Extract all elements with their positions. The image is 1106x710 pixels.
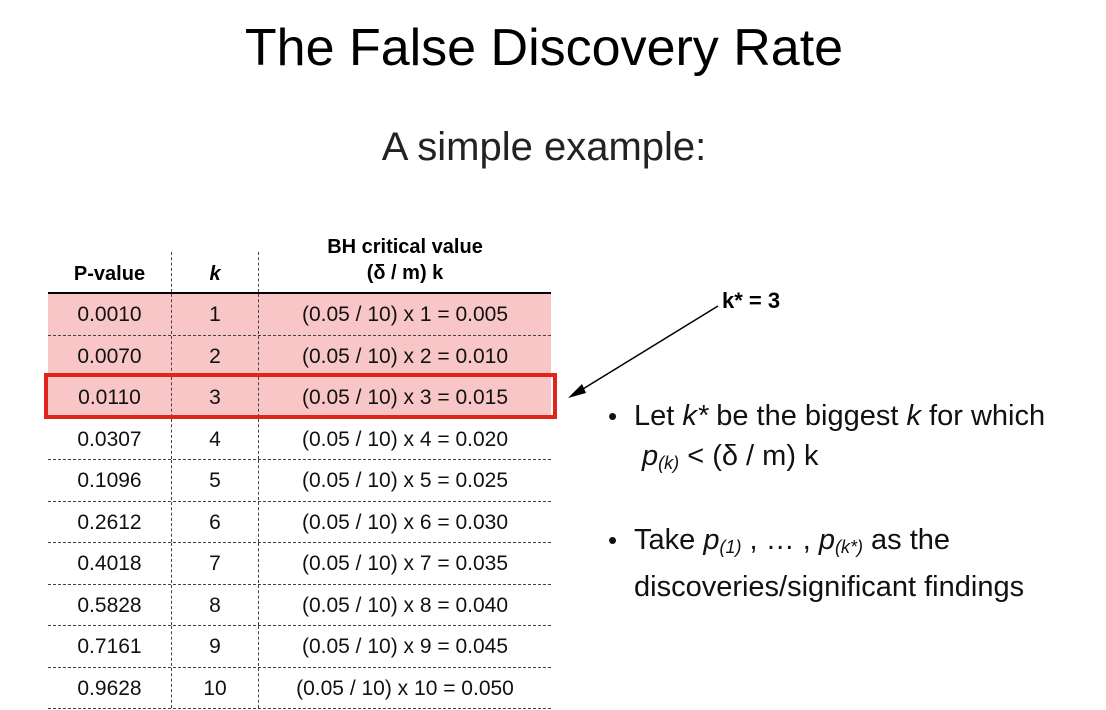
bh-value-cell: (0.05 / 10) x 7 = 0.035 [301,552,509,575]
bh-value-cell: (0.05 / 10) x 1 = 0.005 [301,303,509,326]
header-bh-line2: (δ / m) k [366,262,444,284]
table-row: 0.4018 7 (0.05 / 10) x 7 = 0.035 [48,543,551,585]
bh-table: P-value k BH critical value (δ / m) k 0.… [48,228,551,709]
bullet-text: k* [682,400,709,432]
table-body: 0.0010 1 (0.05 / 10) x 1 = 0.005 0.0070 2 (0.… [48,292,551,709]
table-row: 0.0307 4 (0.05 / 10) x 4 = 0.020 [48,418,551,460]
bullet-text: discoveries/significant findings [634,571,1025,603]
header-divider [258,252,259,292]
k-cell: 2 [172,335,259,376]
bullet-dot-icon: • [608,525,618,555]
bullet-text: Take [634,524,704,556]
pvalue-cell: 0.0010 [48,294,172,334]
bullet-text: k [906,400,922,432]
bullet-text: for which [921,400,1046,432]
bh-value-cell: (0.05 / 10) x 5 = 0.025 [301,469,509,492]
pvalue-cell: 0.0110 [48,377,172,417]
header-k: k [209,263,221,285]
pvalue-cell: 0.7161 [48,626,172,666]
bullet-text: Let [634,400,683,432]
bullet-text: be the biggest [708,400,907,432]
table-header: P-value k BH critical value (δ / m) k [48,228,551,292]
bullet-dot-icon: • [608,401,618,431]
bullet-text: p [642,440,659,472]
bullet-text: p [818,524,835,556]
k-cell: 7 [172,543,259,583]
bullet-text: , … , [741,524,819,556]
bullet-text: as the [862,524,951,556]
k-cell: 10 [172,667,259,708]
bullet-text: (k*) [834,537,863,557]
pvalue-cell: 0.9628 [48,667,172,708]
k-cell: 6 [172,501,259,542]
bh-value-cell: (0.05 / 10) x 9 = 0.045 [301,635,509,658]
header-pvalue: P-value [73,263,146,285]
header-divider [171,252,172,292]
pvalue-cell: 0.4018 [48,543,172,583]
slide-subtitle: A simple example: [381,125,707,169]
table-row: 0.0070 2 (0.05 / 10) x 2 = 0.010 [48,335,551,377]
k-cell: 1 [172,294,259,334]
pvalue-cell: 0.0307 [48,418,172,459]
table-row: 0.1096 5 (0.05 / 10) x 5 = 0.025 [48,460,551,502]
pvalue-cell: 0.0070 [48,335,172,376]
bh-value-cell: (0.05 / 10) x 4 = 0.020 [301,427,509,451]
table-row: 0.2612 6 (0.05 / 10) x 6 = 0.030 [48,501,551,543]
header-bh: BH critical value (δ / m) k [259,234,551,286]
bullet-text: p [703,524,720,556]
pvalue-cell: 0.2612 [48,501,172,542]
bh-value-cell: (0.05 / 10) x 8 = 0.040 [301,593,509,617]
header-bh-line1: BH critical value [327,236,483,258]
table-row: 0.0110 3 (0.05 / 10) x 3 = 0.015 [48,377,551,419]
k-cell: 9 [172,626,259,666]
table-row: 0.0010 1 (0.05 / 10) x 1 = 0.005 [48,294,551,336]
bh-value-cell: (0.05 / 10) x 3 = 0.015 [301,386,509,409]
pvalue-cell: 0.1096 [48,460,172,500]
k-cell: 8 [172,584,259,625]
k-cell: 4 [172,418,259,459]
k-cell: 3 [172,377,259,417]
bh-value-cell: (0.05 / 10) x 6 = 0.030 [301,510,509,534]
bullet-text: (1) [719,537,742,557]
table-row: 0.7161 9 (0.05 / 10) x 9 = 0.045 [48,626,551,668]
kstar-label: k* = 3 [722,288,781,313]
bullet-text: < (δ / m) k [679,440,819,472]
k-cell: 5 [172,460,259,500]
bh-value-cell: (0.05 / 10) x 2 = 0.010 [301,344,509,368]
pvalue-cell: 0.5828 [48,584,172,625]
bullet-text: (k) [658,453,680,473]
table-row: 0.5828 8 (0.05 / 10) x 8 = 0.040 [48,584,551,626]
bh-value-cell: (0.05 / 10) x 10 = 0.050 [296,676,514,700]
slide-title: The False Discovery Rate [244,19,844,77]
kstar-highlight-box [44,373,557,419]
